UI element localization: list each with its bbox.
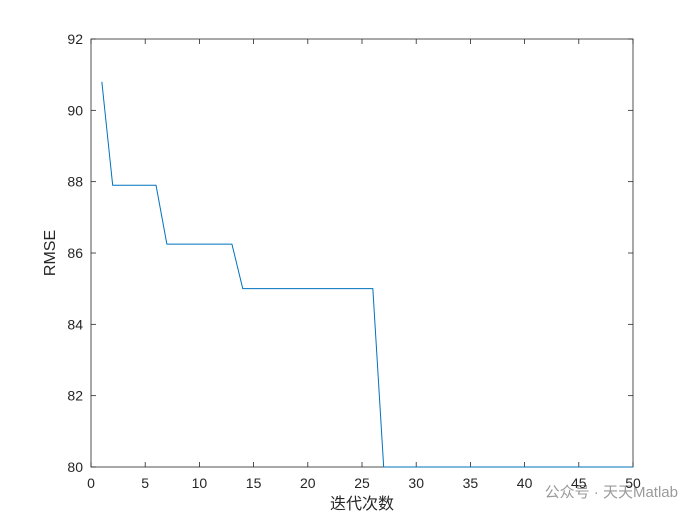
x-tick-label: 30 (408, 475, 424, 491)
x-tick-label: 25 (354, 475, 370, 491)
y-tick-label: 90 (67, 102, 83, 118)
y-tick-label: 92 (67, 31, 83, 47)
x-tick-label: 0 (87, 475, 95, 491)
x-axis-label: 迭代次数 (330, 495, 394, 513)
x-tick-label: 5 (141, 475, 149, 491)
y-axis-label: RMSE (42, 230, 59, 276)
y-tick-label: 82 (67, 388, 83, 404)
y-tick-label: 86 (67, 245, 83, 261)
x-tick-label: 20 (300, 475, 316, 491)
data-line (101, 81, 633, 468)
plot-frame (90, 38, 634, 468)
y-tick-label: 88 (67, 174, 83, 190)
x-tick-label: 35 (463, 475, 479, 491)
x-tick-label: 45 (571, 475, 587, 491)
x-tick-label: 50 (625, 475, 641, 491)
x-tick-label: 40 (517, 475, 533, 491)
x-tick-label: 10 (192, 475, 208, 491)
watermark: 公众号 · 天天Matlab (545, 484, 678, 501)
x-tick-label: 15 (246, 475, 262, 491)
y-tick-label: 80 (67, 459, 83, 475)
y-tick-label: 84 (67, 316, 83, 332)
